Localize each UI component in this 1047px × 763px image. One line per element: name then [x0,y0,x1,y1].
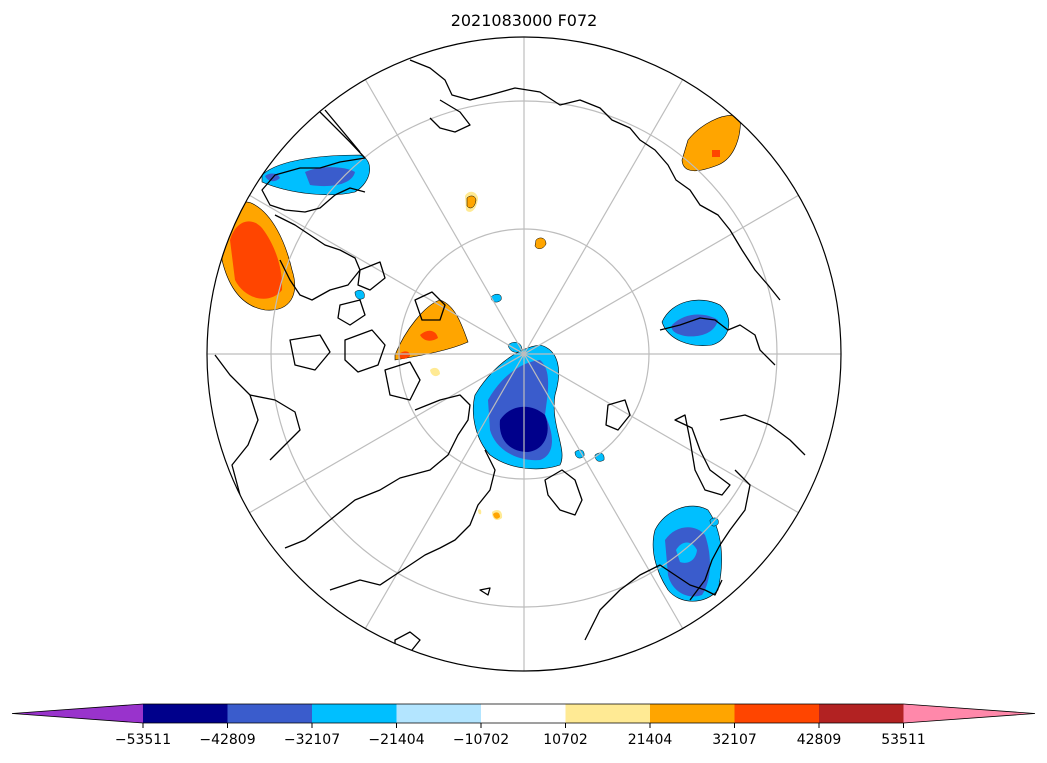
colorbar-tick-label: 21404 [628,732,673,748]
colorbar-segment [819,704,904,723]
colorbar-tick-label: 32107 [712,732,757,748]
orange-anomaly-canada [221,201,295,311]
colorbar-tick-label: −32107 [284,732,340,748]
colorbar: −53511 −42809 −32107 −21404 −10702 10702 21404… [11,703,1036,748]
colorbar-segment [734,704,820,723]
colorbar-segment [565,704,651,723]
colorbar-tick-label: −42809 [199,732,255,748]
colorbar-segment [312,704,397,723]
coastlines [214,59,806,656]
map-border [206,36,842,672]
blue-anomaly-west-siberia [661,299,730,346]
colorbar-segment [227,704,313,723]
colorbar-tick-label: −53511 [115,732,171,748]
colorbar-segment [396,704,482,723]
figure-title: 2021083000 F072 [451,11,598,30]
colorbar-segment [481,704,566,723]
blue-anomaly-scandinavia [652,505,722,602]
blue-patch-small [490,293,502,303]
colorbar-tick-label: −10702 [453,732,509,748]
orange-patch-small [534,237,547,249]
colorbar-segment [143,704,228,723]
colorbar-tick-label: 42809 [797,732,842,748]
map-disc [207,37,841,671]
colorbar-extend-high [903,704,1035,723]
orange-anomaly-archipelago [394,299,469,377]
colorbar-tick-label: −21404 [368,732,424,748]
blue-anomaly-alaska [261,154,370,196]
colorbar-segment [650,704,735,723]
colorbar-extend-low [12,704,143,723]
colorbar-tick-label: 10702 [543,732,588,748]
graticule [207,37,841,671]
colorbar-tick-label: 53511 [881,732,926,748]
orange-anomaly-greenland [681,114,741,172]
